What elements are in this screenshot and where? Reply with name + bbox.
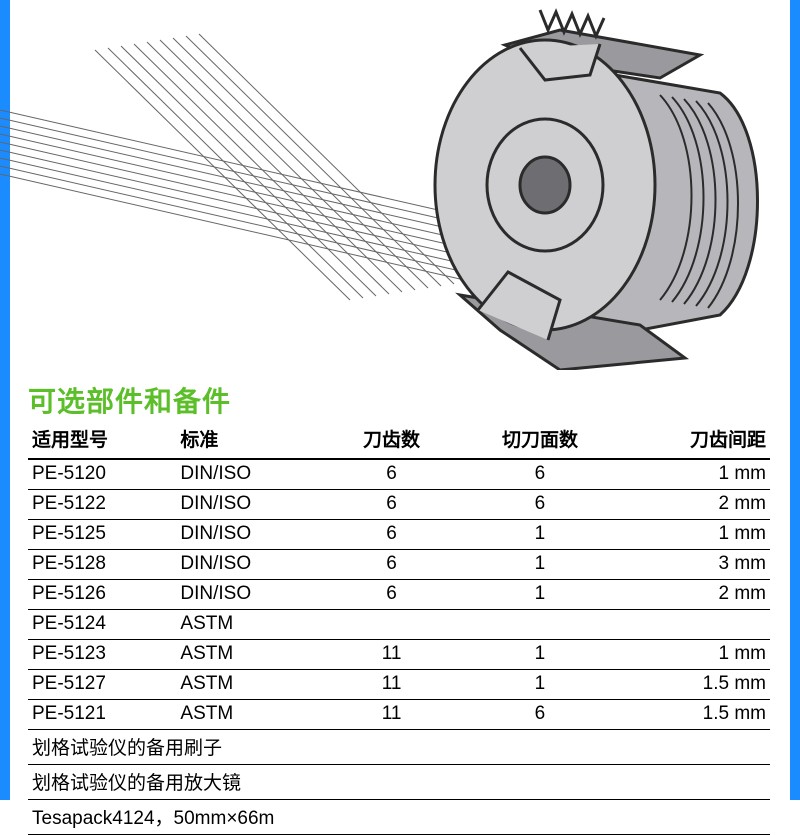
table-note-row: Tesapack4124，50mm×66m (28, 800, 770, 835)
table-row: PE-5124 ASTM (28, 610, 770, 640)
cell (622, 610, 770, 640)
cell: DIN/ISO (176, 550, 324, 580)
cell: DIN/ISO (176, 520, 324, 550)
cell: DIN/ISO (176, 490, 324, 520)
cell: 11 (325, 670, 459, 700)
cell (458, 610, 621, 640)
cell: 6 (458, 459, 621, 490)
cell: 6 (458, 700, 621, 730)
cell: 1.5 mm (622, 700, 770, 730)
cell: 1 (458, 580, 621, 610)
cell: 1 (458, 670, 621, 700)
cell: 6 (325, 490, 459, 520)
product-illustration (0, 0, 800, 370)
table-row: PE-5122 DIN/ISO 6 6 2 mm (28, 490, 770, 520)
table-row: PE-5127 ASTM 11 1 1.5 mm (28, 670, 770, 700)
cell: 2 mm (622, 580, 770, 610)
cell: ASTM (176, 640, 324, 670)
parts-table: 适用型号 标准 刀齿数 切刀面数 刀齿间距 PE-5120 DIN/ISO 6 … (28, 420, 770, 835)
cell: PE-5128 (28, 550, 176, 580)
cell: 6 (325, 580, 459, 610)
cell: PE-5126 (28, 580, 176, 610)
note-cell: Tesapack4124，50mm×66m (28, 800, 770, 835)
cell: 1 (458, 520, 621, 550)
table-row: PE-5126 DIN/ISO 6 1 2 mm (28, 580, 770, 610)
table-row: PE-5121 ASTM 11 6 1.5 mm (28, 700, 770, 730)
cell: PE-5127 (28, 670, 176, 700)
cell: 6 (325, 550, 459, 580)
cell: 3 mm (622, 550, 770, 580)
cell: 1.5 mm (622, 670, 770, 700)
cell (325, 610, 459, 640)
col-teeth: 刀齿数 (325, 420, 459, 459)
table-row: PE-5123 ASTM 11 1 1 mm (28, 640, 770, 670)
table-row: PE-5128 DIN/ISO 6 1 3 mm (28, 550, 770, 580)
note-cell: 划格试验仪的备用刷子 (28, 730, 770, 765)
col-model: 适用型号 (28, 420, 176, 459)
cell: 6 (325, 459, 459, 490)
cell: DIN/ISO (176, 459, 324, 490)
cell: 1 mm (622, 520, 770, 550)
cell: 1 (458, 640, 621, 670)
table-row: PE-5120 DIN/ISO 6 6 1 mm (28, 459, 770, 490)
cell: PE-5120 (28, 459, 176, 490)
cell: ASTM (176, 700, 324, 730)
cell: ASTM (176, 670, 324, 700)
table-row: PE-5125 DIN/ISO 6 1 1 mm (28, 520, 770, 550)
table-note-row: 划格试验仪的备用刷子 (28, 730, 770, 765)
cell: 11 (325, 640, 459, 670)
cell: PE-5123 (28, 640, 176, 670)
cell: 1 (458, 550, 621, 580)
cell: 11 (325, 700, 459, 730)
col-standard: 标准 (176, 420, 324, 459)
cell: PE-5125 (28, 520, 176, 550)
cell: 1 mm (622, 459, 770, 490)
col-faces: 切刀面数 (458, 420, 621, 459)
cell: ASTM (176, 610, 324, 640)
section-title: 可选部件和备件 (28, 380, 231, 420)
cell: 6 (325, 520, 459, 550)
cell: PE-5122 (28, 490, 176, 520)
cell: 2 mm (622, 490, 770, 520)
table-header-row: 适用型号 标准 刀齿数 切刀面数 刀齿间距 (28, 420, 770, 459)
cell: PE-5124 (28, 610, 176, 640)
col-pitch: 刀齿间距 (622, 420, 770, 459)
cell: 6 (458, 490, 621, 520)
cell: 1 mm (622, 640, 770, 670)
note-cell: 划格试验仪的备用放大镜 (28, 765, 770, 800)
table-note-row: 划格试验仪的备用放大镜 (28, 765, 770, 800)
cell: DIN/ISO (176, 580, 324, 610)
cell: PE-5121 (28, 700, 176, 730)
